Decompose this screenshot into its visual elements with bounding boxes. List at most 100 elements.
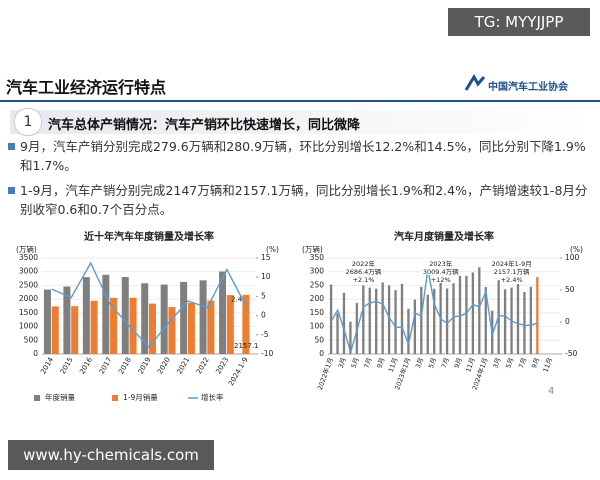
y-tick-label: 300 — [310, 267, 325, 276]
bar — [160, 284, 168, 354]
page-number: 4 — [548, 386, 555, 397]
legend-label: 增长率 — [201, 392, 224, 402]
bar — [180, 281, 188, 354]
x-tick-label: 2023 — [214, 356, 230, 375]
y2-tick-label: 10 — [261, 272, 271, 281]
bar — [102, 274, 110, 354]
y-tick-label: 0 — [319, 349, 324, 358]
bar — [199, 280, 207, 354]
bar — [110, 297, 118, 354]
annotation: 2024年1-9月 — [492, 259, 532, 268]
x-tick-label: 2016 — [78, 356, 94, 376]
x-tick-label: 2019 — [137, 356, 153, 375]
bar — [90, 300, 98, 354]
x-tick-label: 2018 — [117, 356, 133, 375]
bar — [71, 306, 79, 354]
y-tick-label: 350 — [310, 253, 325, 262]
x-tick-label: 2022年1月 — [315, 356, 335, 391]
x-tick-label: 5月 — [427, 357, 438, 370]
y-tick-label: 2500 — [19, 280, 38, 289]
bar — [458, 275, 462, 354]
bar — [63, 286, 71, 354]
bar — [207, 300, 215, 354]
x-tick-label: 2022 — [195, 356, 211, 375]
y-tick-label: 3000 — [19, 267, 38, 276]
y2-axis-label: (%) — [570, 245, 583, 254]
section-bar — [10, 110, 590, 134]
y2-tick-label: -10 — [261, 349, 273, 358]
line — [330, 268, 538, 356]
bar — [336, 313, 339, 354]
y2-tick-label: 50 — [565, 285, 575, 294]
x-tick-label: 5月 — [504, 357, 515, 370]
annotation: 2022年 — [352, 259, 376, 268]
x-tick-label: 9月 — [530, 357, 541, 370]
x-tick-label: 9月 — [375, 357, 386, 370]
bar-value-label: 2157.1 — [234, 342, 259, 350]
bar — [407, 308, 410, 354]
x-tick-label: 2020 — [156, 356, 172, 375]
bar — [219, 271, 227, 354]
y-tick-label: 1500 — [19, 308, 38, 317]
bar — [149, 303, 157, 354]
bar — [503, 289, 507, 354]
bar — [484, 287, 487, 354]
annotation: 2686.4万辆 — [346, 267, 382, 276]
x-tick-label: 5月 — [350, 357, 361, 370]
bar — [523, 292, 526, 354]
bar — [536, 276, 539, 354]
y-tick-label: 0 — [33, 349, 38, 358]
y-tick-label: 150 — [310, 308, 325, 317]
x-tick-label: 2014 — [39, 356, 55, 376]
chart: 汽车月度销量及增长率 (万辆) (%) 0 50 100 150 200 250 300 350 -5… — [302, 230, 583, 391]
annotation: 3009.4万辆 — [423, 267, 459, 276]
bar — [329, 284, 333, 354]
bar — [529, 286, 533, 354]
header-title: 汽车工业经济运行特点 — [6, 78, 167, 97]
bar — [445, 288, 449, 354]
bar — [51, 306, 59, 354]
bar — [394, 290, 397, 354]
x-tick-label: 2017 — [98, 356, 114, 375]
bar — [342, 292, 346, 354]
bar — [387, 285, 391, 354]
legend-label: 1-9月销量 — [123, 392, 158, 402]
y2-tick-label: 100 — [565, 253, 580, 262]
section-title: 汽车总体产销情况：汽车产销环比快速增长，同比微降 — [48, 118, 361, 133]
annotation: +2.1% — [352, 276, 374, 284]
logo-icon — [464, 74, 486, 91]
bullet-text: 9月，汽车产销分别完成279.6万辆和280.9万辆，环比分别增长12.2%和1… — [20, 139, 586, 173]
y-axis-label: (万辆) — [16, 244, 37, 254]
y-tick-label: 1000 — [19, 322, 38, 331]
chart-title: 近十年汽车年度销量及增长率 — [84, 230, 214, 243]
bullet: 9月，汽车产销分别完成279.6万辆和280.9万辆，环比分别增长12.2%和1… — [8, 137, 592, 175]
bar — [187, 302, 195, 354]
bar — [242, 294, 250, 354]
legend-swatch — [112, 395, 118, 401]
y-tick-label: 500 — [24, 335, 39, 344]
x-tick-label: 7月 — [440, 357, 451, 370]
bar — [168, 307, 176, 354]
bar — [478, 267, 481, 354]
bar — [362, 285, 365, 354]
legend-label: 年度销量 — [45, 392, 75, 402]
x-tick-label: 7月 — [517, 357, 528, 370]
bar — [121, 276, 129, 354]
bar — [433, 288, 436, 354]
y2-tick-label: -5 — [261, 330, 269, 339]
bar — [516, 284, 520, 354]
bar — [426, 294, 429, 354]
bar — [400, 283, 404, 354]
bar — [413, 299, 417, 354]
bar — [226, 295, 234, 354]
bullet: 1-9月，汽车产销分别完成2147万辆和2157.1万辆，同比分别增长1.9%和… — [8, 181, 592, 219]
annotation: 2023年 — [429, 259, 453, 268]
x-tick-label: 2015 — [59, 356, 75, 375]
line — [51, 261, 247, 349]
watermark: TG: MYYJJPP — [448, 8, 590, 36]
x-tick-label: 3月 — [337, 357, 348, 370]
bar — [368, 287, 371, 354]
header-rule — [0, 100, 600, 102]
y-tick-label: 3500 — [19, 253, 38, 262]
